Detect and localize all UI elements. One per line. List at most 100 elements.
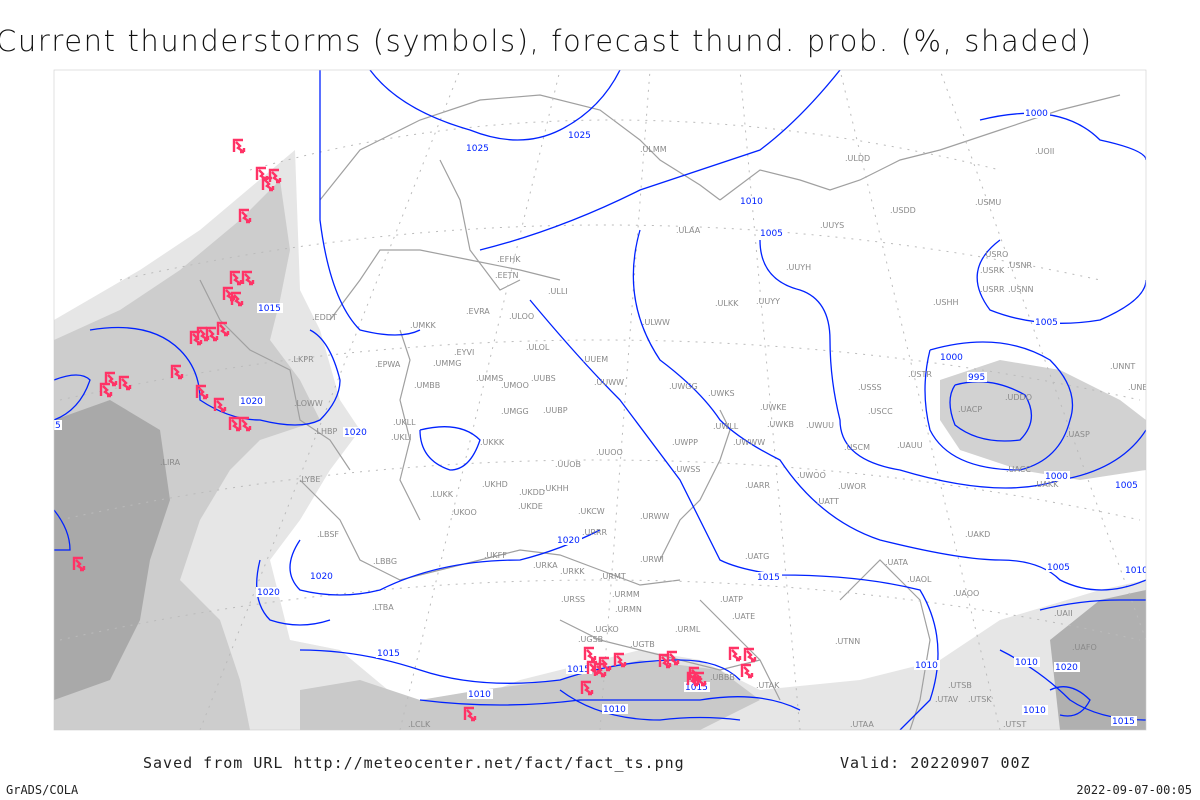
isobar-label-background <box>467 689 493 699</box>
station-label: .UACP <box>958 405 982 414</box>
isobar-label-background <box>309 571 335 581</box>
station-label: .UASP <box>1066 430 1090 439</box>
shading-west-dark <box>54 400 170 700</box>
thunderstorm-symbol-icon <box>613 652 627 668</box>
isobar-label: 1005 <box>1035 318 1058 328</box>
graticule <box>59 70 1146 730</box>
station-label: .URRR <box>582 528 608 537</box>
station-label: .UAOO <box>953 589 979 598</box>
shading-east-mid <box>940 360 1146 480</box>
isobar-label-background <box>739 196 765 206</box>
station-label: .UTNN <box>835 637 860 646</box>
isobar-label: 1010 <box>603 705 626 715</box>
isobar-label-background <box>939 352 965 362</box>
isobar-label-background <box>1046 562 1072 572</box>
station-label: .UKFF <box>484 551 507 560</box>
isobar-label: 995 <box>968 373 985 383</box>
thunderstorm-symbol-icon <box>205 326 219 342</box>
thunderstorm-symbols <box>72 138 757 722</box>
isobar-label: 1010 <box>1015 658 1038 668</box>
station-label: .UUOB <box>555 460 581 469</box>
thunderstorm-symbol-icon <box>222 286 236 302</box>
isobar-label: 1015 <box>258 304 281 314</box>
station-label: .UOII <box>1035 147 1054 156</box>
station-label: .UAFO <box>1072 643 1097 652</box>
isobar-label: 1020 <box>240 397 263 407</box>
station-label: .UTST <box>1003 720 1026 729</box>
station-label: .UWWW <box>733 438 765 447</box>
station-label: .ULWW <box>642 318 670 327</box>
station-label: .USCC <box>868 407 893 416</box>
station-label: .USRO <box>983 250 1008 259</box>
station-label: .URMN <box>615 605 642 614</box>
station-label: .ULKK <box>715 299 739 308</box>
station-label: .UAKK <box>1034 480 1059 489</box>
isobar-label-background <box>684 682 710 692</box>
isobar-label: 1000 <box>1025 109 1048 119</box>
station-label: .LKPR <box>291 355 314 364</box>
isobar-label-background <box>1124 565 1146 575</box>
thunderstorm-symbol-icon <box>118 375 132 391</box>
station-label: .URKK <box>560 567 585 576</box>
station-label: .UATE <box>732 612 755 621</box>
isobar-label: 1005 <box>760 229 783 239</box>
station-label: .USNN <box>1008 285 1033 294</box>
isobar-label-background <box>1022 705 1048 715</box>
source-url-text: Saved from URL http://meteocenter.net/fa… <box>143 754 685 772</box>
isobar-label: 1010 <box>1023 706 1046 716</box>
isobar-label-background <box>465 143 491 153</box>
station-label: .EYVI <box>454 348 474 357</box>
station-label: .UMKK <box>410 321 437 330</box>
thunderstorm-symbol-icon <box>213 397 227 413</box>
station-label: .UTAK <box>756 681 780 690</box>
station-label: .LHBP <box>314 427 338 436</box>
station-label: .EDDT <box>312 313 337 322</box>
thunderstorm-symbol-icon <box>238 208 252 224</box>
isobar-label: 1010 <box>915 661 938 671</box>
station-label: .UWSS <box>674 465 700 474</box>
isobar-label-background <box>343 427 369 437</box>
isobar-label: 1015 <box>685 683 708 693</box>
isobar-label: 1010 <box>1125 566 1148 576</box>
station-label: .URWI <box>640 555 664 564</box>
thunderstorm-symbol-icon <box>229 270 243 286</box>
station-label: .ULDD <box>845 154 870 163</box>
isobar-label-background <box>967 372 987 382</box>
thunderstorm-symbol-icon <box>583 646 597 662</box>
station-label: .EPWA <box>375 360 401 369</box>
isobar-label-background <box>1014 657 1040 667</box>
isobar-label: 1005 <box>1047 563 1070 573</box>
station-label: .UWOR <box>838 482 867 491</box>
thunderstorm-symbol-icon <box>580 680 594 696</box>
isobar-label: 1025 <box>466 144 489 154</box>
station-label: .ULOL <box>526 343 550 352</box>
isobar-label-background <box>556 535 582 545</box>
station-label: .UGKO <box>593 625 619 634</box>
thunderstorm-symbol-icon <box>216 321 230 337</box>
station-label: .UATG <box>745 552 769 561</box>
software-credit: GrADS/COLA <box>6 783 79 797</box>
station-label: .UWOO <box>797 471 826 480</box>
station-label: .UWLL <box>713 422 739 431</box>
isobar-label: 1020 <box>257 588 280 598</box>
station-label: .UAUU <box>897 441 923 450</box>
station-label: .UWKS <box>708 389 735 398</box>
isobar-label: 1000 <box>1045 472 1068 482</box>
isobar-label-background <box>256 587 282 597</box>
thunderstorm-symbol-icon <box>743 647 757 663</box>
station-label: .UUEM <box>582 355 608 364</box>
station-label: .USNR <box>1007 261 1032 270</box>
station-label: .UATT <box>816 497 839 506</box>
station-label: .UKKK <box>480 438 505 447</box>
station-label: .UUYS <box>820 221 844 230</box>
isobar-label-background <box>566 664 592 674</box>
isobar-label: 1015 <box>567 665 590 675</box>
thunderstorm-symbol-icon <box>238 416 252 432</box>
station-label: .UUBP <box>543 406 568 415</box>
station-label: .UMBB <box>414 381 440 390</box>
station-label: .ULMM <box>640 145 667 154</box>
thunderstorm-symbol-icon <box>593 662 607 678</box>
isobar-label: 1010 <box>740 197 763 207</box>
isobar-label-background <box>1044 471 1070 481</box>
station-label: .UKHH <box>543 484 569 493</box>
